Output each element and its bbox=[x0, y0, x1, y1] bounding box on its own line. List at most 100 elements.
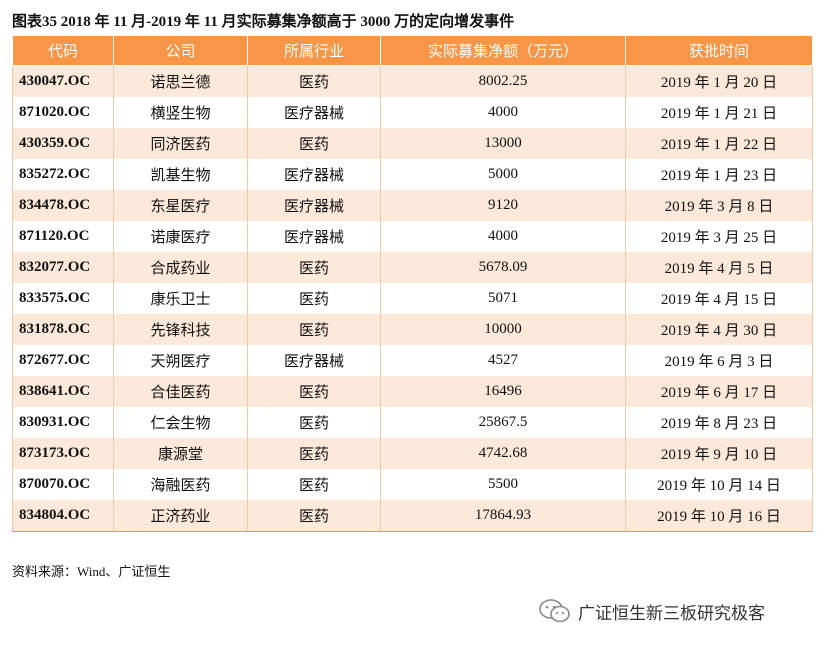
table-cell: 2019 年 3 月 8 日 bbox=[625, 190, 813, 221]
table-cell: 医疗器械 bbox=[247, 190, 381, 221]
table-cell: 2019 年 4 月 15 日 bbox=[625, 283, 813, 314]
table-row: 872677.OC 天朔医疗 医疗器械 4527 2019 年 6 月 3 日 bbox=[12, 345, 813, 376]
code-cell: 430047.OC bbox=[12, 65, 114, 97]
table-cell: 诺思兰德 bbox=[113, 65, 248, 97]
table-cell: 25867.5 bbox=[380, 407, 626, 438]
table-row: 838641.OC 合佳医药 医药 16496 2019 年 6 月 17 日 bbox=[12, 376, 813, 407]
code-cell: 835272.OC bbox=[12, 159, 114, 190]
wechat-icon bbox=[539, 599, 570, 623]
code-cell: 871020.OC bbox=[12, 97, 114, 128]
code-cell: 833575.OC bbox=[12, 283, 114, 314]
table-cell: 医药 bbox=[247, 407, 381, 438]
code-cell: 831878.OC bbox=[12, 314, 114, 345]
table-cell: 2019 年 8 月 23 日 bbox=[625, 407, 813, 438]
table-cell: 2019 年 10 月 16 日 bbox=[625, 500, 813, 532]
table-cell: 同济医药 bbox=[113, 128, 248, 159]
table-row: 430359.OC 同济医药 医药 13000 2019 年 1 月 22 日 bbox=[12, 128, 813, 159]
table-cell: 合佳医药 bbox=[113, 376, 248, 407]
table-cell: 凯基生物 bbox=[113, 159, 248, 190]
table-cell: 2019 年 1 月 20 日 bbox=[625, 65, 813, 97]
table-cell: 5000 bbox=[380, 159, 626, 190]
table-cell: 2019 年 3 月 25 日 bbox=[625, 221, 813, 252]
header-cell: 获批时间 bbox=[625, 35, 813, 66]
table-cell: 4527 bbox=[380, 345, 626, 376]
table-row: 871020.OC 横竖生物 医疗器械 4000 2019 年 1 月 21 日 bbox=[12, 97, 813, 128]
table-cell: 医疗器械 bbox=[247, 221, 381, 252]
table-cell: 医药 bbox=[247, 65, 381, 97]
table-cell: 2019 年 1 月 22 日 bbox=[625, 128, 813, 159]
table-row: 430047.OC 诺思兰德 医药 8002.25 2019 年 1 月 20 日 bbox=[12, 65, 813, 97]
code-cell: 832077.OC bbox=[12, 252, 114, 283]
table-cell: 5071 bbox=[380, 283, 626, 314]
table-cell: 医药 bbox=[247, 128, 381, 159]
code-cell: 870070.OC bbox=[12, 469, 114, 500]
code-cell: 430359.OC bbox=[12, 128, 114, 159]
code-cell: 834478.OC bbox=[12, 190, 114, 221]
table-row: 833575.OC 康乐卫士 医药 5071 2019 年 4 月 15 日 bbox=[12, 283, 813, 314]
watermark-text: 广证恒生新三板研究极客 bbox=[578, 603, 765, 624]
table-row: 832077.OC 合成药业 医药 5678.09 2019 年 4 月 5 日 bbox=[12, 252, 813, 283]
table-cell: 4000 bbox=[380, 221, 626, 252]
table-row: 834804.OC 正济药业 医药 17864.93 2019 年 10 月 16 日 bbox=[12, 500, 813, 532]
source-note: 资料来源：Wind、广证恒生 bbox=[12, 564, 171, 579]
watermark: 广证恒生新三板研究极客 bbox=[538, 598, 765, 624]
table-cell: 2019 年 6 月 3 日 bbox=[625, 345, 813, 376]
table-row: 831878.OC 先锋科技 医药 10000 2019 年 4 月 30 日 bbox=[12, 314, 813, 345]
table-cell: 医药 bbox=[247, 376, 381, 407]
code-cell: 838641.OC bbox=[12, 376, 114, 407]
table-cell: 2019 年 6 月 17 日 bbox=[625, 376, 813, 407]
table-cell: 医药 bbox=[247, 314, 381, 345]
table-cell: 8002.25 bbox=[380, 65, 626, 97]
table-cell: 2019 年 10 月 14 日 bbox=[625, 469, 813, 500]
header-cell: 实际募集净额（万元） bbox=[380, 35, 626, 66]
table-cell: 2019 年 1 月 23 日 bbox=[625, 159, 813, 190]
table-cell: 2019 年 4 月 30 日 bbox=[625, 314, 813, 345]
table-cell: 16496 bbox=[380, 376, 626, 407]
table-cell: 先锋科技 bbox=[113, 314, 248, 345]
table-cell: 仁会生物 bbox=[113, 407, 248, 438]
table-title: 图表35 2018 年 11 月-2019 年 11 月实际募集净额高于 300… bbox=[12, 14, 515, 30]
header-cell: 代码 bbox=[12, 35, 114, 66]
table-cell: 康源堂 bbox=[113, 438, 248, 469]
table-cell: 医药 bbox=[247, 500, 381, 532]
header-cell: 所属行业 bbox=[247, 35, 381, 66]
table-cell: 合成药业 bbox=[113, 252, 248, 283]
header-cell: 公司 bbox=[113, 35, 248, 66]
code-cell: 872677.OC bbox=[12, 345, 114, 376]
table-cell: 9120 bbox=[380, 190, 626, 221]
header-row: 代码 公司 所属行业 实际募集净额（万元） 获批时间 bbox=[12, 35, 813, 66]
table-cell: 13000 bbox=[380, 128, 626, 159]
table-cell: 正济药业 bbox=[113, 500, 248, 532]
table-cell: 海融医药 bbox=[113, 469, 248, 500]
table-cell: 2019 年 4 月 5 日 bbox=[625, 252, 813, 283]
table-row: 830931.OC 仁会生物 医药 25867.5 2019 年 8 月 23 日 bbox=[12, 407, 813, 438]
table-cell: 5500 bbox=[380, 469, 626, 500]
table-cell: 横竖生物 bbox=[113, 97, 248, 128]
table-cell: 医药 bbox=[247, 283, 381, 314]
table-cell: 2019 年 1 月 21 日 bbox=[625, 97, 813, 128]
table-cell: 医药 bbox=[247, 252, 381, 283]
table-cell: 4000 bbox=[380, 97, 626, 128]
table-cell: 医疗器械 bbox=[247, 159, 381, 190]
table-cell: 东星医疗 bbox=[113, 190, 248, 221]
table-row: 835272.OC 凯基生物 医疗器械 5000 2019 年 1 月 23 日 bbox=[12, 159, 813, 190]
code-cell: 871120.OC bbox=[12, 221, 114, 252]
table-cell: 4742.68 bbox=[380, 438, 626, 469]
table-row: 870070.OC 海融医药 医药 5500 2019 年 10 月 14 日 bbox=[12, 469, 813, 500]
table-row: 873173.OC 康源堂 医药 4742.68 2019 年 9 月 10 日 bbox=[12, 438, 813, 469]
table-cell: 医药 bbox=[247, 438, 381, 469]
table-cell: 医疗器械 bbox=[247, 97, 381, 128]
code-cell: 834804.OC bbox=[12, 500, 114, 532]
table-cell: 医疗器械 bbox=[247, 345, 381, 376]
code-cell: 873173.OC bbox=[12, 438, 114, 469]
table-cell: 10000 bbox=[380, 314, 626, 345]
table-cell: 5678.09 bbox=[380, 252, 626, 283]
table-cell: 康乐卫士 bbox=[113, 283, 248, 314]
table-cell: 天朔医疗 bbox=[113, 345, 248, 376]
data-table: 代码 公司 所属行业 实际募集净额（万元） 获批时间 430047.OC 诺思兰德 医药 80… bbox=[12, 35, 813, 532]
table-cell: 诺康医疗 bbox=[113, 221, 248, 252]
table-row: 834478.OC 东星医疗 医疗器械 9120 2019 年 3 月 8 日 bbox=[12, 190, 813, 221]
table-cell: 17864.93 bbox=[380, 500, 626, 532]
code-cell: 830931.OC bbox=[12, 407, 114, 438]
